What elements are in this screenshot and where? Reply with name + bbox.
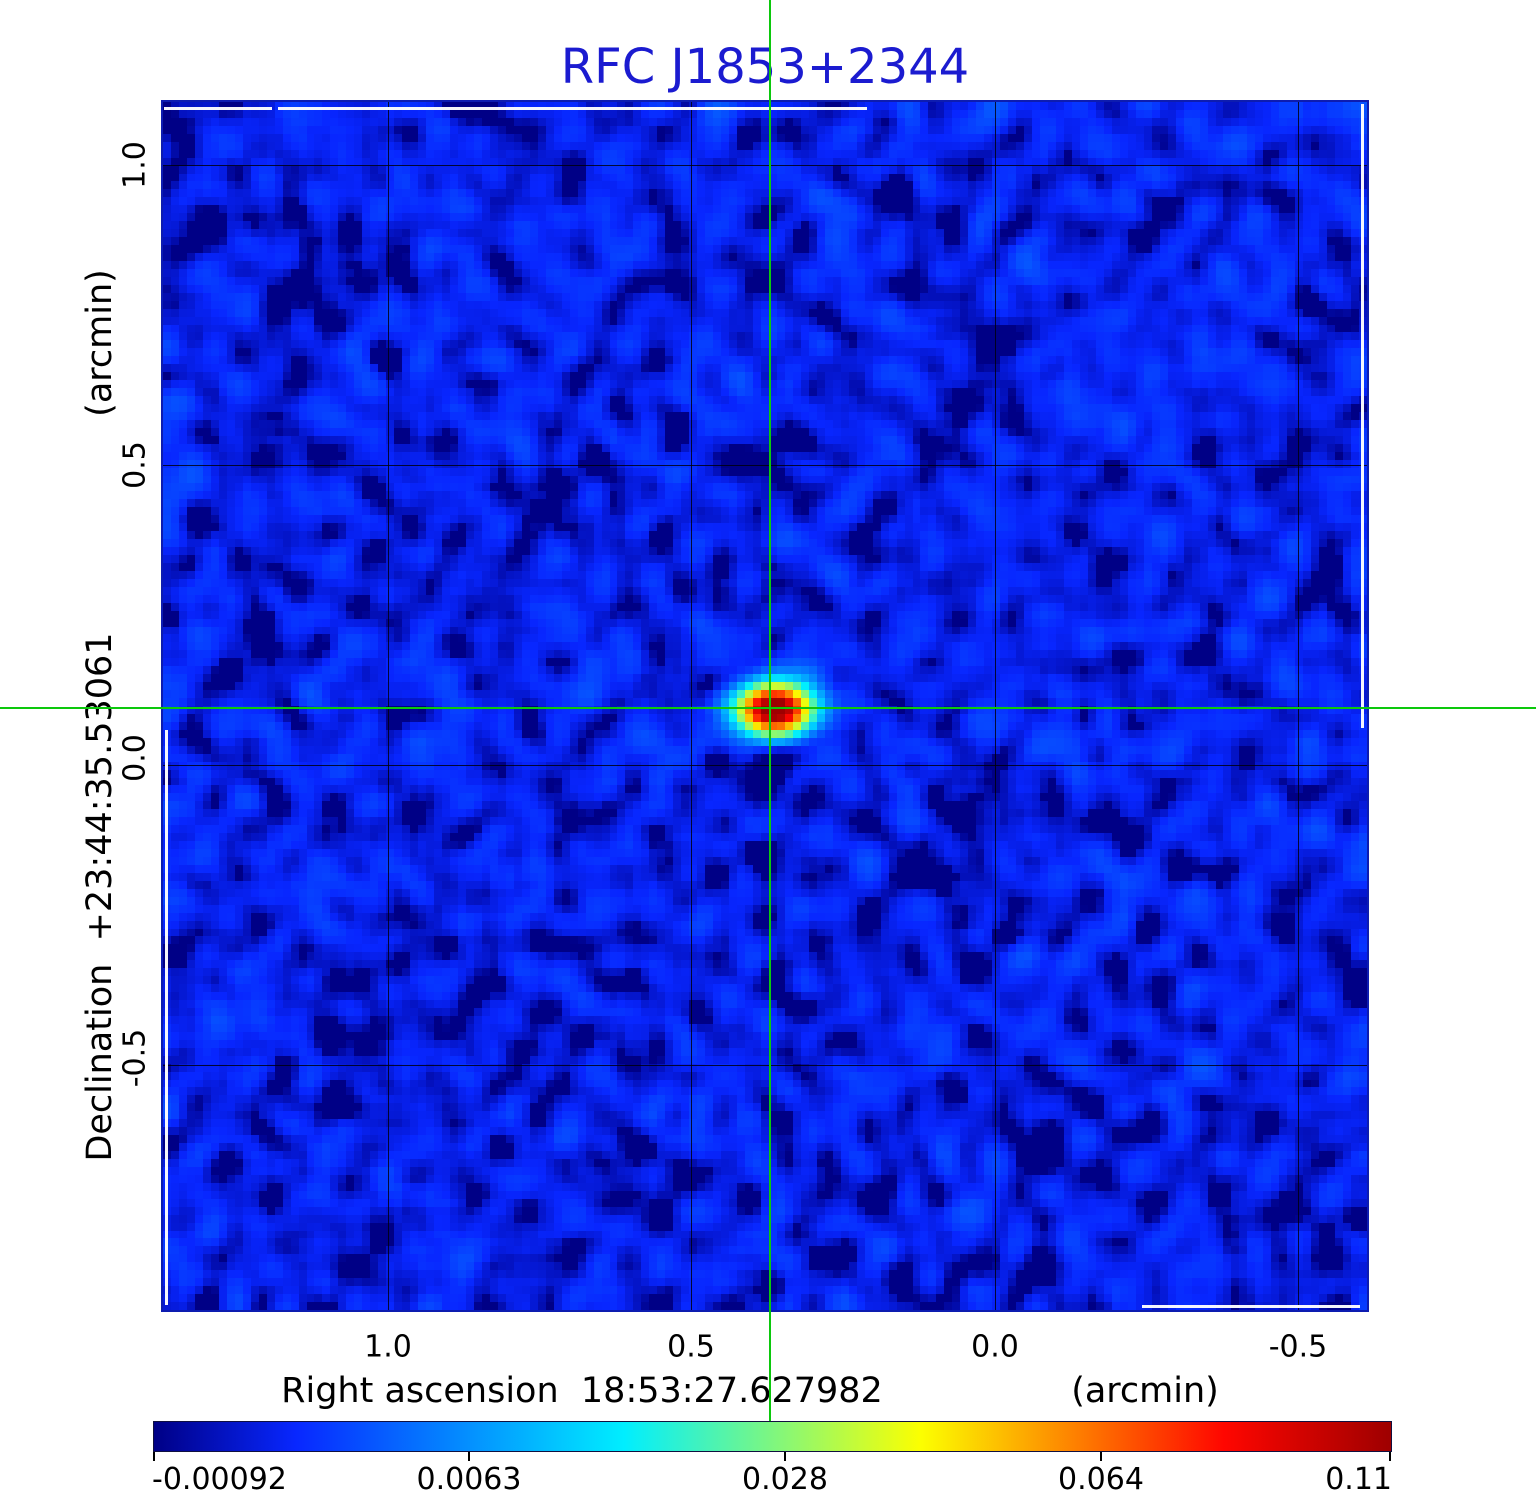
ra-tick-label: 1.0 <box>364 1329 412 1365</box>
ra-gridline <box>388 102 389 1310</box>
colorbar-tick <box>1389 1452 1391 1461</box>
colorbar-tick <box>153 1452 155 1461</box>
colorbar-tick-label: -0.00092 <box>152 1462 287 1497</box>
dec-tick-label: 0.5 <box>117 441 153 489</box>
ra-tick-label: -0.5 <box>1268 1329 1328 1365</box>
colorbar-tick <box>784 1452 786 1461</box>
intensity-map-canvas <box>163 102 1367 1310</box>
ra-axis-label: Right ascension 18:53:27.627982 <box>281 1371 883 1411</box>
colorbar-tick-label: 0.064 <box>1058 1462 1144 1497</box>
crosshair-vertical-line <box>769 0 771 1421</box>
colorbar-tick-label: 0.11 <box>1325 1462 1392 1497</box>
dec-gridline <box>163 765 1367 766</box>
dec-gridline <box>163 1065 1367 1066</box>
dec-tick-label: -0.5 <box>117 1028 153 1088</box>
image-edge-artifact-bottom <box>1142 1305 1360 1308</box>
colorbar-tick-label: 0.0063 <box>416 1462 522 1497</box>
image-edge-artifact-left <box>165 730 168 1305</box>
ra-gridline <box>1298 102 1299 1310</box>
colorbar-tick <box>1100 1452 1102 1461</box>
dec-gridline <box>163 465 1367 466</box>
colorbar-gradient <box>153 1421 1392 1452</box>
image-edge-artifact-top <box>278 107 867 110</box>
ra-tick-label: 0.5 <box>667 1329 715 1365</box>
ra-gridline <box>995 102 996 1310</box>
map-plot-frame <box>161 100 1369 1312</box>
dec-tick-label: 1.0 <box>117 141 153 189</box>
colorbar-tick <box>468 1452 470 1461</box>
ra-tick-label: 0.0 <box>971 1329 1019 1365</box>
image-edge-artifact-right <box>1361 104 1364 728</box>
colorbar-tick-label: 0.028 <box>742 1462 828 1497</box>
dec-tick-label: 0.0 <box>117 734 153 782</box>
y-axis-unit-label: (arcmin) <box>80 269 120 417</box>
dec-gridline <box>163 165 1367 166</box>
ra-gridline <box>691 102 692 1310</box>
crosshair-horizontal-line <box>0 707 1536 709</box>
x-axis-unit-label: (arcmin) <box>1071 1371 1219 1411</box>
declination-axis-label: Declination +23:44:35.53061 <box>80 632 120 1162</box>
image-edge-artifact-top <box>164 107 272 110</box>
chart-title: RFC J1853+2344 <box>560 39 970 95</box>
